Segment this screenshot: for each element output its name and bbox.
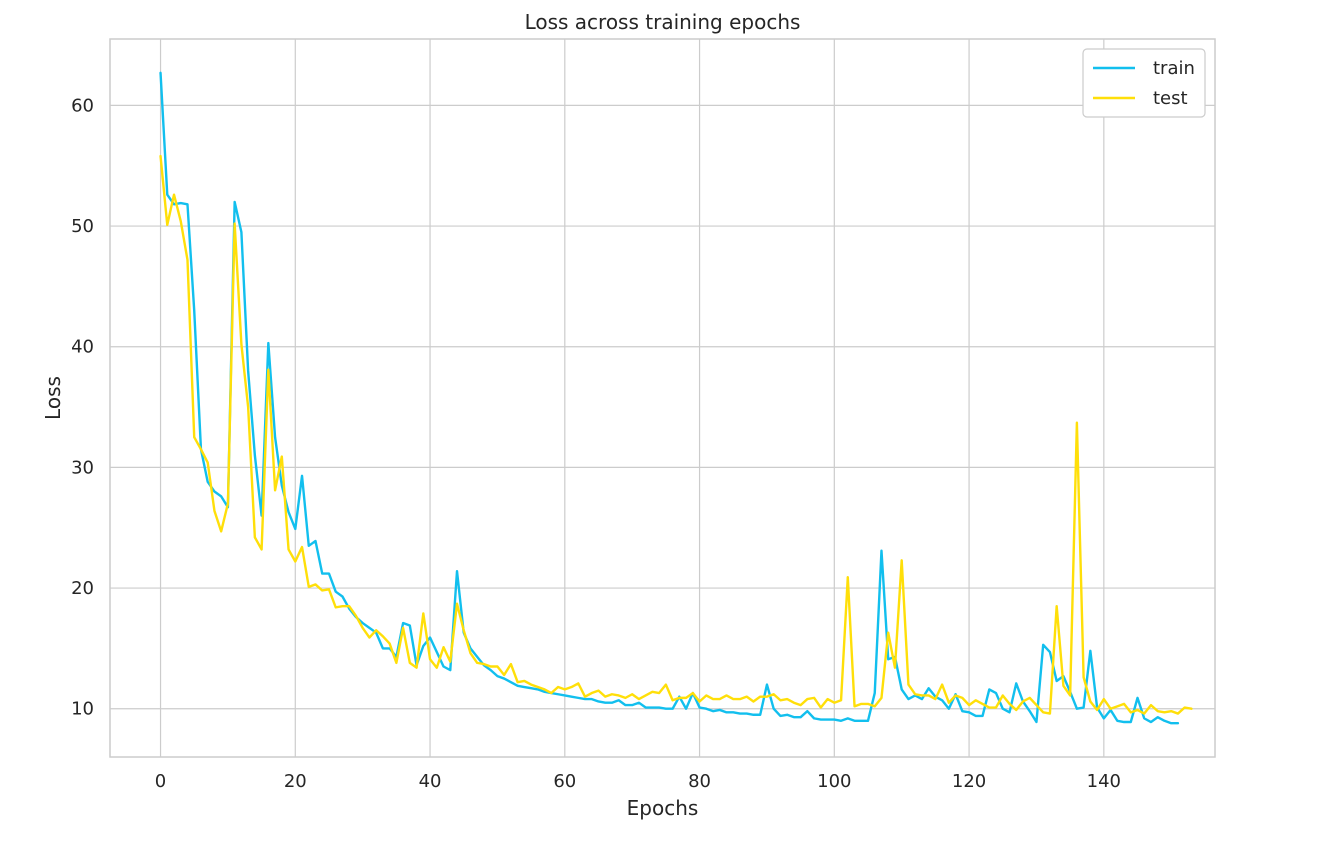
plot-frame [109,38,1216,758]
legend-label-train: train [1153,58,1195,79]
legend: train test [1082,48,1206,118]
x-tick-label: 40 [419,771,442,792]
plot-area [110,39,1215,757]
legend-box [1082,48,1206,118]
x-tick-label: 60 [553,771,576,792]
grid [110,39,1215,757]
x-axis-label: Epochs [627,796,699,820]
y-tick-label: 10 [71,699,94,720]
x-tick-label: 120 [952,771,986,792]
y-axis-label: Loss [41,376,65,420]
x-tick-label: 20 [284,771,307,792]
x-tick-label: 0 [155,771,166,792]
chart-title: Loss across training epochs [525,10,801,34]
x-tick-labels: 0 20 40 60 80 100 120 140 [155,771,1121,792]
x-tick-label: 100 [817,771,851,792]
series-line-test [159,154,1193,715]
x-tick-label: 80 [688,771,711,792]
x-tick-label: 140 [1087,771,1121,792]
y-tick-label: 60 [71,95,94,116]
series-line-train [159,71,1180,725]
y-tick-label: 50 [71,216,94,237]
y-tick-labels: 10 20 30 40 50 60 [71,95,94,719]
legend-label-test: test [1153,88,1188,109]
y-tick-label: 20 [71,578,94,599]
series-layer [159,71,1193,725]
y-tick-label: 30 [71,457,94,478]
y-tick-label: 40 [71,337,94,358]
